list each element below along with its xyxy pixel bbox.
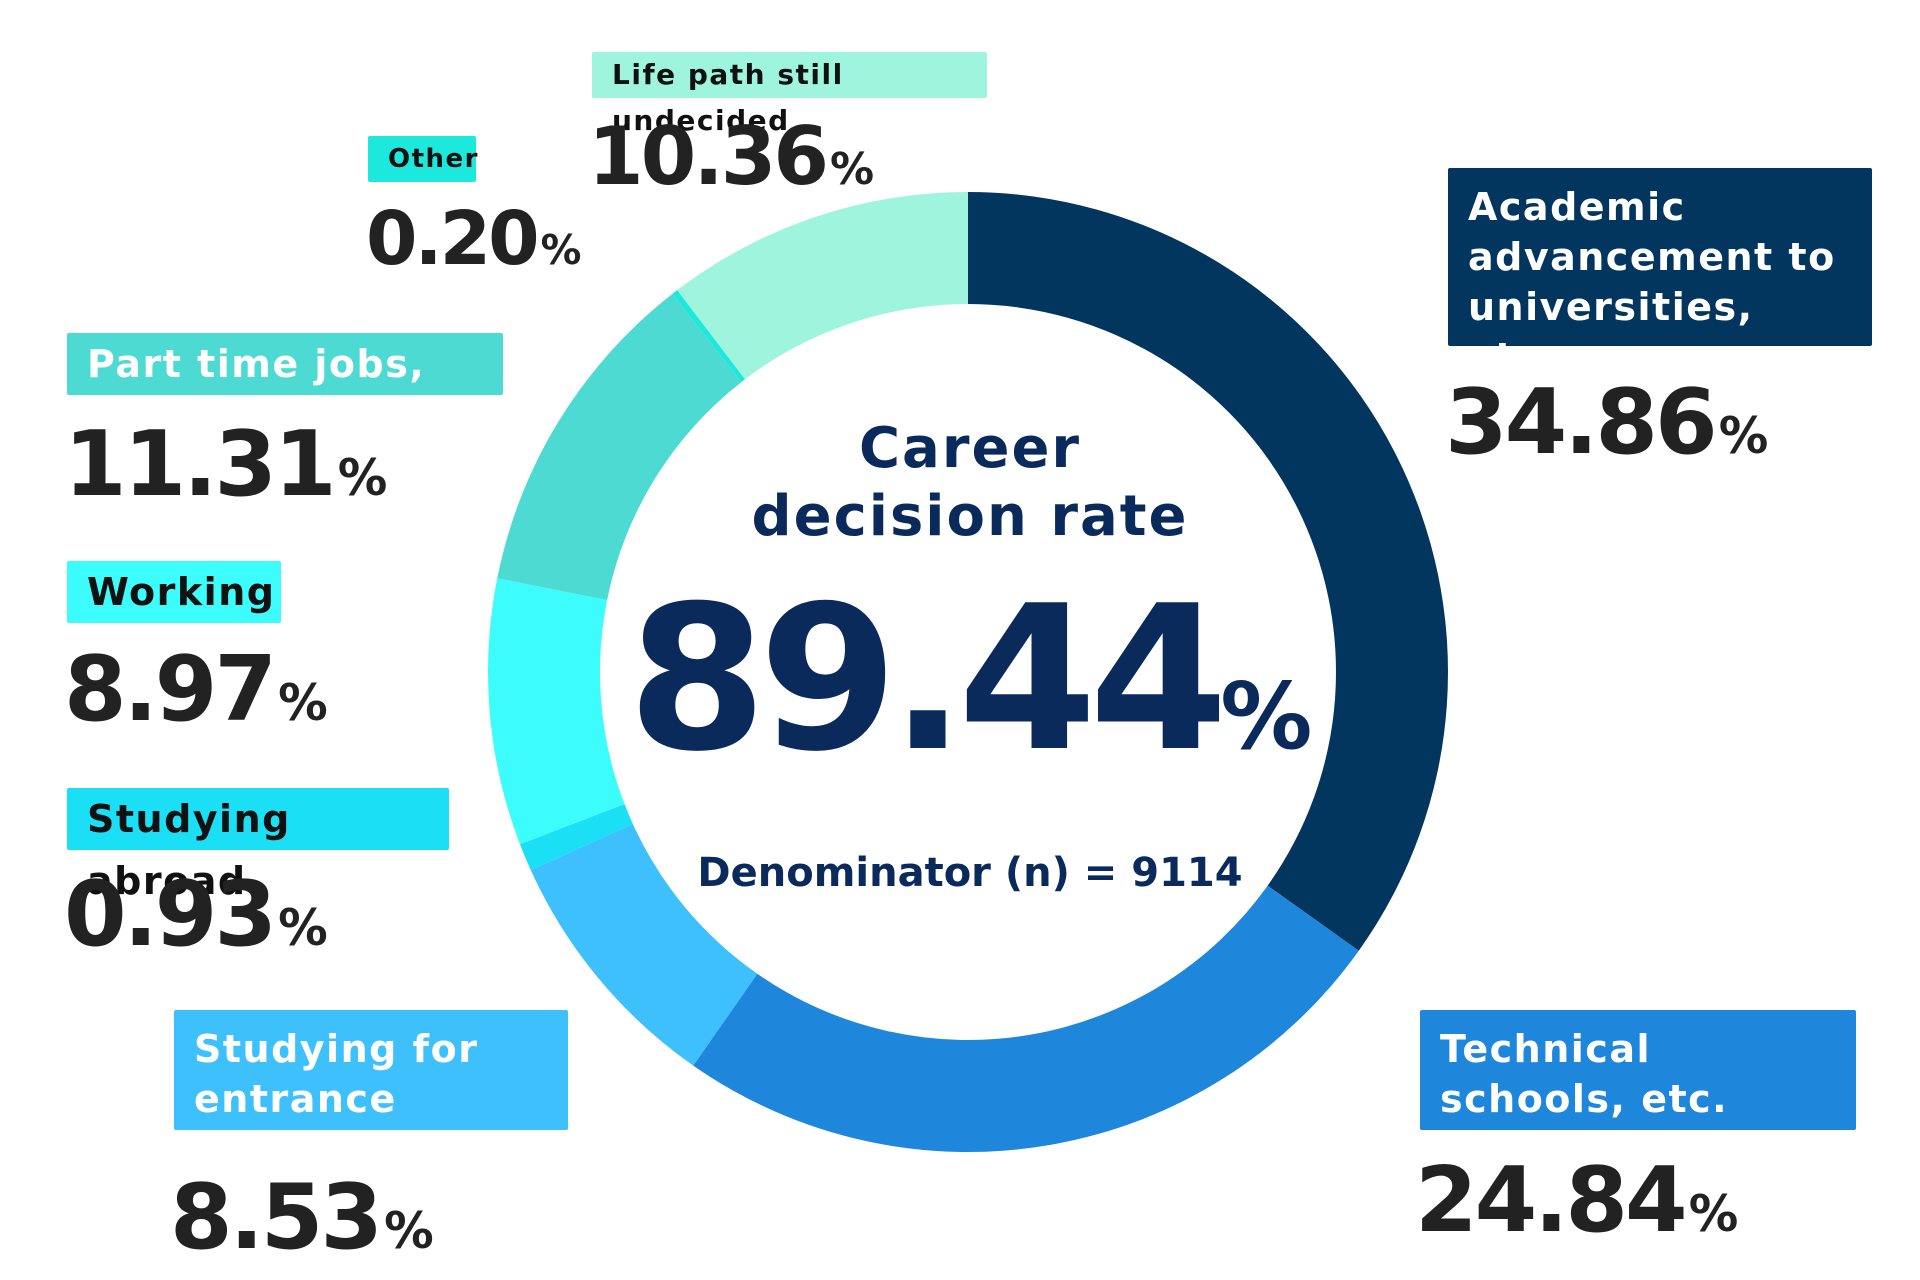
donut-slice-7 xyxy=(677,192,968,380)
donut-slice-6 xyxy=(672,290,746,383)
slice-value-number: 0.93 xyxy=(64,862,277,967)
slice-value-0: 34.86% xyxy=(1445,370,1768,475)
center-value-number: 89.44 xyxy=(627,563,1229,796)
career-decision-rate-value: 89.44% xyxy=(585,570,1355,827)
slice-value-unit: % xyxy=(278,674,328,732)
center-title-line1: Career xyxy=(858,416,1082,481)
donut-slice-4 xyxy=(488,578,625,845)
slice-value-unit: % xyxy=(540,226,582,274)
slice-value-5: 11.31% xyxy=(64,412,387,517)
slice-label-1: Technical schools, etc. xyxy=(1420,1010,1856,1130)
donut-slice-2 xyxy=(530,823,758,1066)
slice-value-number: 24.84 xyxy=(1415,1148,1688,1253)
slice-label-2: Studying for entrance exams xyxy=(174,1010,568,1171)
slice-label-4: Working xyxy=(67,561,281,623)
slice-value-7: 10.36% xyxy=(588,110,874,203)
donut-slice-5 xyxy=(497,293,742,601)
slice-label-6: Other xyxy=(368,136,478,182)
slice-value-unit: % xyxy=(384,1202,434,1260)
slice-value-number: 0.20 xyxy=(366,196,540,282)
slice-value-4: 8.97% xyxy=(64,637,328,742)
slice-value-number: 8.97 xyxy=(64,637,277,742)
slice-value-1: 24.84% xyxy=(1415,1148,1738,1253)
donut-slice-3 xyxy=(519,804,633,871)
slice-value-2: 8.53% xyxy=(170,1165,434,1270)
slice-value-3: 0.93% xyxy=(64,862,328,967)
chart-center-title: Career decision rate xyxy=(585,415,1355,551)
center-value-unit: % xyxy=(1220,663,1313,770)
slice-value-6: 0.20% xyxy=(366,196,581,282)
slice-label-7: Life path still undecided xyxy=(592,52,987,137)
slice-value-unit: % xyxy=(830,144,875,195)
center-title-line2: decision rate xyxy=(751,484,1189,549)
slice-value-number: 8.53 xyxy=(170,1165,383,1270)
slice-value-number: 34.86 xyxy=(1445,370,1718,475)
slice-value-number: 10.36 xyxy=(588,110,829,203)
slice-value-unit: % xyxy=(1688,1185,1739,1243)
donut-slice-1 xyxy=(693,885,1359,1153)
slice-label-5: Part time jobs, etc. xyxy=(67,333,503,448)
slice-value-unit: % xyxy=(337,449,388,507)
slice-value-unit: % xyxy=(1718,407,1769,465)
slice-label-3: Studying abroad xyxy=(67,788,449,903)
slice-label-0: Academic advancement to universities, et… xyxy=(1448,168,1872,379)
donut-slice-0 xyxy=(968,192,1449,951)
slice-value-number: 11.31 xyxy=(64,412,337,517)
denominator-label: Denominator (n) = 9114 xyxy=(697,850,1243,896)
slice-value-unit: % xyxy=(278,899,328,957)
